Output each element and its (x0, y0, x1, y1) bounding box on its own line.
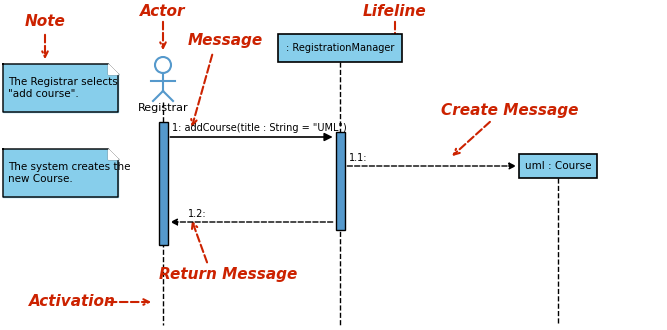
Text: : RegistrationManager: : RegistrationManager (286, 43, 394, 53)
Text: Return Message: Return Message (159, 268, 297, 282)
Text: uml : Course: uml : Course (525, 161, 591, 171)
Polygon shape (3, 149, 118, 197)
Polygon shape (3, 64, 118, 112)
Text: The Registrar selects
"add course".: The Registrar selects "add course". (8, 77, 118, 99)
Text: Note: Note (25, 15, 65, 29)
Text: The system creates the
new Course.: The system creates the new Course. (8, 162, 131, 184)
FancyBboxPatch shape (519, 154, 597, 178)
Polygon shape (108, 64, 118, 74)
Text: Registrar: Registrar (137, 103, 188, 113)
Text: Actor: Actor (140, 4, 185, 18)
Text: 1: addCourse(title : String = "UML"): 1: addCourse(title : String = "UML") (171, 123, 346, 133)
Text: Lifeline: Lifeline (363, 4, 427, 18)
Text: Create Message: Create Message (442, 103, 579, 117)
FancyBboxPatch shape (278, 34, 402, 62)
Text: Message: Message (187, 32, 263, 48)
Text: 1.2:: 1.2: (187, 209, 206, 219)
Text: Activation: Activation (29, 294, 115, 310)
Text: 1.1:: 1.1: (348, 153, 367, 163)
FancyBboxPatch shape (336, 132, 344, 230)
Polygon shape (108, 149, 118, 159)
FancyBboxPatch shape (159, 122, 167, 245)
